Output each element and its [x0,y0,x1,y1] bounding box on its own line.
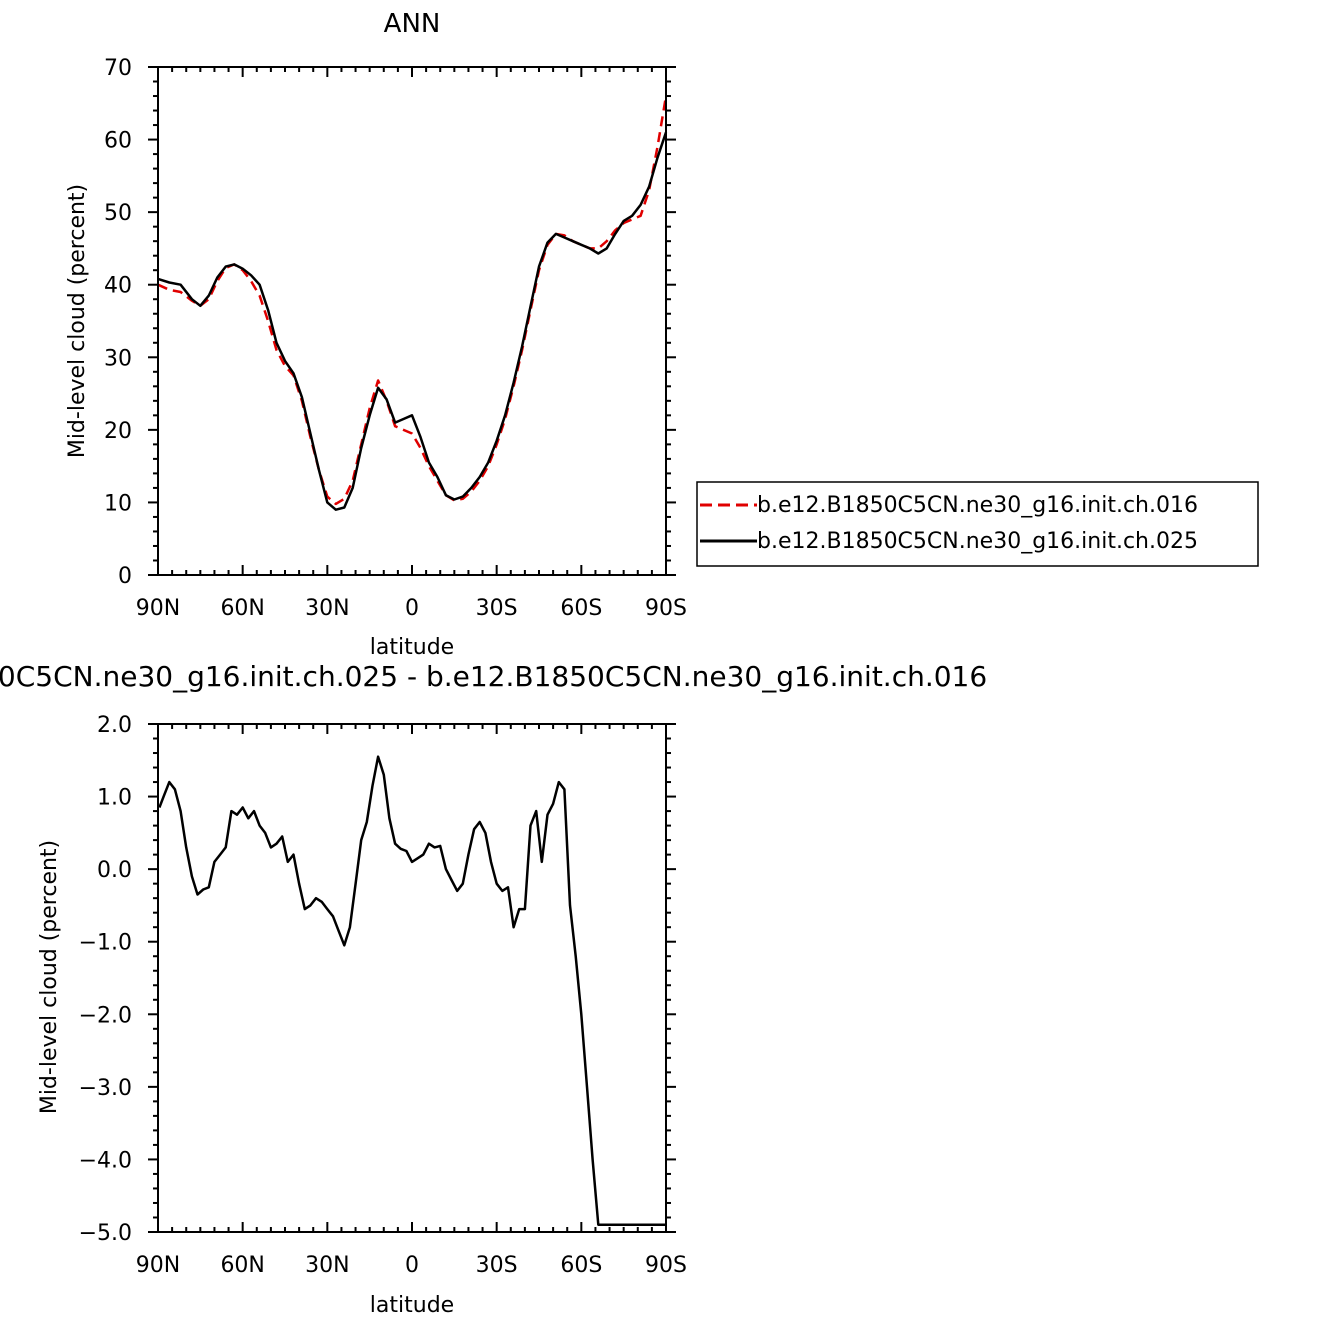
bottom-x-tick-label: 30N [305,1253,349,1278]
bottom-y-tick-label: −2.0 [79,1003,132,1028]
legend-label-case1: b.e12.B1850C5CN.ne30_g16.init.ch.016 [757,493,1198,518]
bottom-y-tick-label: −1.0 [79,931,132,956]
top-x-tick-label: 60S [560,596,602,621]
bottom-plot-frame [157,723,667,1233]
bottom-plot: 90N 60N 30N 0 30S 60S 90S 2.0 1.0 0.0 −1.0 −2.0 −3.0… [79,713,687,1278]
bottom-x-tick-label: 60S [560,1253,602,1278]
bottom-x-tick-label: 0 [405,1253,419,1278]
legend-box [696,481,1259,567]
bottom-x-tick-label: 60N [220,1253,264,1278]
bottom-y-tick-label: 0.0 [97,858,132,883]
bottom-x-tick-label: 30S [476,1253,518,1278]
top-x-tick-label: 30N [305,596,349,621]
top-y-tick-label: 60 [104,129,132,154]
top-y-tick-label: 20 [104,419,132,444]
top-series-line-1 [157,95,668,506]
top-x-tick-label: 60N [220,596,264,621]
top-x-axis-label: latitude [370,635,454,660]
top-y-axis-label: Mid-level cloud (percent) [65,184,90,458]
bottom-x-tick-label: 90S [645,1253,687,1278]
legend-label-case2: b.e12.B1850C5CN.ne30_g16.init.ch.025 [757,529,1198,554]
bottom-y-tick-label: 1.0 [97,786,132,811]
legend: b.e12.B1850C5CN.ne30_g16.init.ch.016 b.e… [696,481,1259,567]
top-y-tick-label: 70 [104,56,132,81]
top-y-tick-label: 30 [104,346,132,371]
top-x-tick-label: 90N [136,596,180,621]
top-y-tick-label: 0 [118,564,132,589]
bottom-y-axis-label: Mid-level cloud (percent) [37,840,62,1114]
bottom-y-tick-label: 2.0 [97,713,132,738]
bottom-y-tick-label: −4.0 [79,1148,132,1173]
bottom-series-line-1 [158,755,666,1226]
top-chart-title: ANN [384,9,441,39]
top-x-tick-label: 90S [645,596,687,621]
bottom-y-tick-label: −3.0 [79,1076,132,1101]
top-y-tick-label: 10 [104,491,132,516]
top-series-line-2 [157,131,668,511]
bottom-chart-title: b.e12.B1850C5CN.ne30_g16.init.ch.025 - b… [0,660,987,693]
top-x-tick-label: 0 [405,596,419,621]
top-plot-frame [157,66,667,576]
top-plot: 90N 60N 30N 0 30S 60S 90S 0 10 20 30 40 50 60 70 [104,56,687,621]
bottom-x-tick-label: 90N [136,1253,180,1278]
bottom-x-axis-label: latitude [370,1293,454,1318]
top-x-tick-label: 30S [476,596,518,621]
top-series-group [157,95,668,511]
top-y-tick-label: 50 [104,201,132,226]
top-y-tick-label: 40 [104,274,132,299]
bottom-series-group [158,755,666,1226]
bottom-y-tick-label: −5.0 [79,1221,132,1246]
